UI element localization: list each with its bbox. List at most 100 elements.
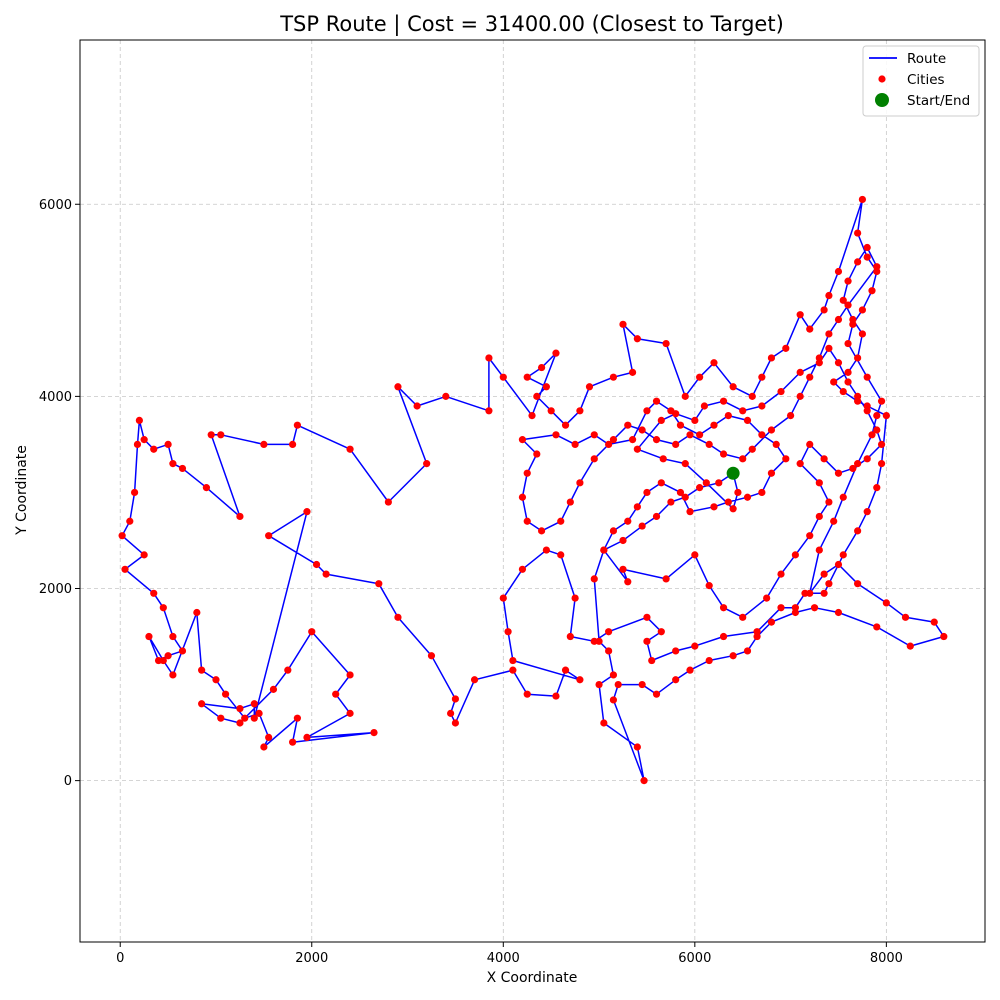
city-point [767, 426, 776, 434]
city-point [724, 411, 732, 420]
city-point [523, 690, 531, 698]
city-point [825, 330, 833, 338]
city-point [810, 604, 819, 612]
city-point [624, 517, 632, 525]
city-point [854, 580, 862, 588]
city-point [705, 440, 713, 449]
city-point [523, 373, 531, 381]
city-point [854, 354, 862, 362]
city-point [518, 565, 527, 573]
city-point [289, 440, 297, 449]
city-point [777, 570, 785, 578]
city-point [743, 647, 752, 655]
city-point [882, 599, 890, 607]
city-point [691, 642, 699, 650]
city-point [633, 743, 641, 751]
city-point [346, 709, 354, 717]
city-point [686, 666, 694, 674]
city-point [609, 436, 618, 444]
city-point [150, 445, 158, 453]
plot-area: 0 2000 4000 6000 8000 0 2000 4000 6000 [39, 39, 986, 966]
city-point [638, 426, 646, 434]
city-point [676, 488, 685, 497]
city-point [739, 407, 747, 415]
city-point [605, 440, 613, 449]
city-point [303, 508, 311, 516]
city-point [858, 330, 867, 338]
city-point [834, 359, 843, 367]
city-point [145, 632, 153, 641]
legend-cities-swatch [878, 75, 886, 83]
city-point [863, 402, 871, 410]
city-point [729, 652, 737, 660]
city-point [255, 709, 263, 717]
city-point [739, 455, 747, 463]
city-point [633, 335, 641, 343]
city-point [628, 368, 637, 376]
city-point [834, 267, 843, 276]
x-tick-label: 2000 [295, 951, 328, 966]
city-point [652, 512, 661, 521]
city-point [849, 315, 857, 324]
y-tick-label: 0 [64, 774, 72, 789]
city-point [485, 354, 493, 362]
city-point [640, 777, 648, 785]
city-point [844, 368, 852, 376]
city-point [628, 436, 637, 444]
city-point [260, 440, 268, 449]
city-point [719, 397, 728, 405]
city-point [820, 570, 828, 578]
city-point [198, 666, 206, 674]
city-point [241, 714, 249, 722]
city-point [571, 594, 579, 602]
city-point [346, 445, 354, 453]
city-point [806, 325, 814, 333]
city-point [394, 613, 402, 621]
city-point [696, 484, 704, 492]
city-point [839, 296, 847, 304]
city-point [614, 680, 622, 689]
city-point [786, 411, 795, 420]
city-point [739, 613, 747, 621]
city-point [782, 455, 790, 463]
x-tick-label: 0 [116, 951, 124, 966]
city-point [796, 311, 804, 319]
city-point [767, 354, 776, 362]
chart-title: TSP Route | Cost = 31400.00 (Closest to … [279, 12, 784, 37]
city-point [284, 666, 292, 674]
city-point [863, 455, 871, 463]
city-point [576, 479, 584, 487]
city-point [169, 671, 177, 679]
city-point [609, 671, 618, 679]
city-point [729, 505, 737, 513]
city-point [873, 426, 881, 434]
city-point [854, 460, 862, 468]
city-point [796, 368, 804, 376]
city-point [796, 392, 804, 400]
city-point [710, 359, 718, 367]
city-point [207, 431, 215, 439]
city-point [743, 416, 752, 424]
city-point [830, 378, 838, 386]
city-point [834, 608, 843, 617]
city-point [825, 291, 833, 300]
city-point [159, 656, 167, 665]
city-point [820, 306, 828, 314]
city-point [873, 263, 881, 271]
city-point [600, 546, 608, 554]
city-point [834, 469, 843, 477]
city-point [451, 719, 460, 727]
legend-start-swatch [875, 93, 889, 107]
city-point [384, 498, 392, 506]
city-point [825, 344, 833, 352]
city-point [930, 618, 938, 626]
city-point [217, 714, 225, 722]
city-point [691, 416, 699, 424]
city-point [854, 397, 862, 405]
city-point [537, 363, 546, 372]
city-point [758, 431, 766, 439]
city-point [681, 460, 689, 468]
city-point [624, 578, 632, 586]
city-point [576, 407, 584, 415]
city-point [719, 450, 728, 458]
